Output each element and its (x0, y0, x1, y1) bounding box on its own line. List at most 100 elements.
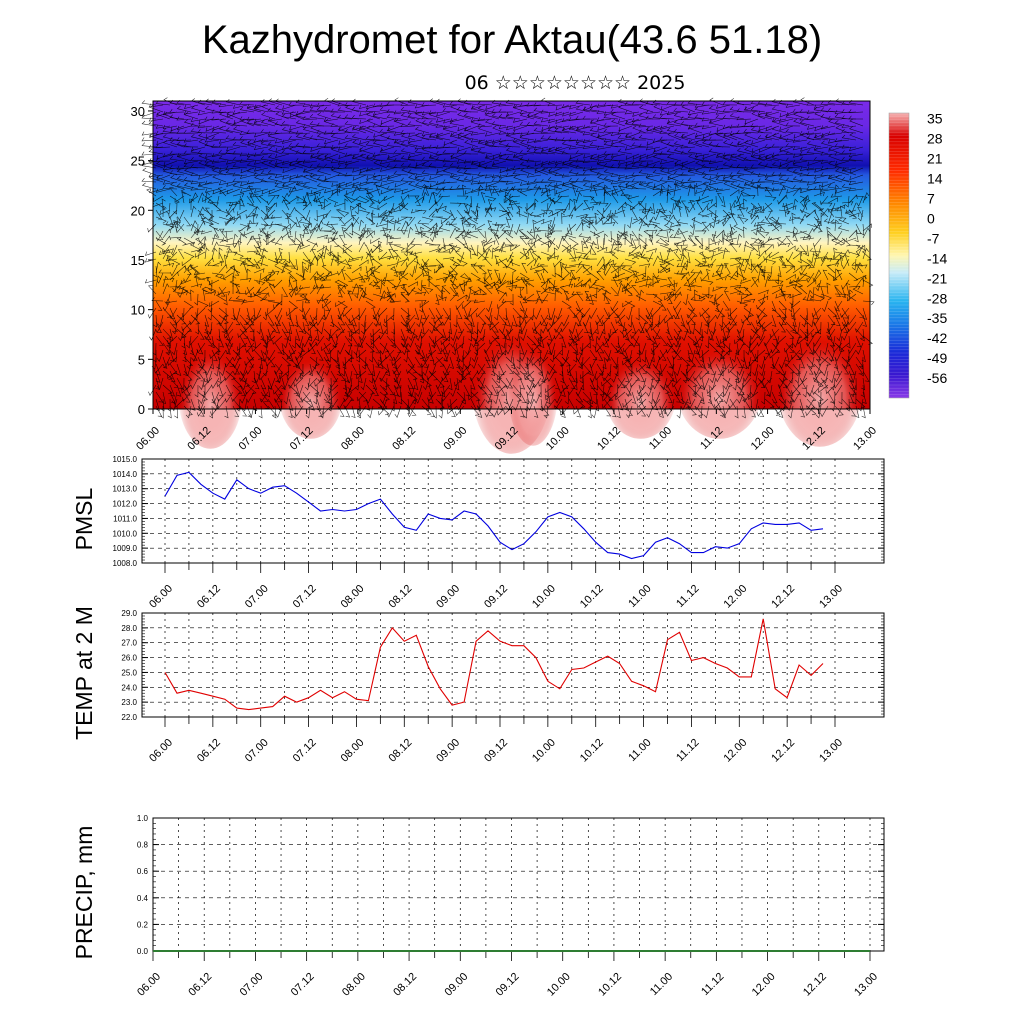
wind-barb (181, 384, 192, 394)
wind-barb (477, 377, 486, 389)
wind-barb (659, 349, 667, 361)
wind-barb (498, 124, 514, 129)
wind-barb (211, 233, 218, 246)
wind-barb (574, 328, 584, 340)
wind-barb (687, 279, 692, 292)
wind-barb (540, 240, 552, 246)
wind-barb (628, 363, 633, 377)
wind-barb (352, 139, 367, 148)
wind-barb (330, 251, 340, 261)
wind-barb (505, 143, 521, 148)
wind-barb (592, 281, 605, 288)
wind-barb (180, 377, 185, 391)
wind-barb (498, 377, 508, 388)
wind-barb (632, 153, 647, 160)
wind-barb (813, 293, 825, 301)
wind-barb (435, 171, 451, 176)
wind-barb (632, 125, 647, 134)
wind-barb (687, 114, 703, 120)
wind-barb (162, 153, 178, 158)
wind-barb (414, 148, 430, 155)
wind-barb (281, 286, 289, 297)
wind-barb (200, 230, 213, 235)
wind-barb (856, 195, 864, 207)
wind-barb (694, 135, 710, 141)
wind-barb (315, 328, 320, 342)
wind-barb (708, 209, 719, 219)
wind-barb (692, 384, 697, 398)
wind-barb (690, 223, 696, 236)
wind-barb (806, 109, 822, 114)
wind-barb (309, 223, 318, 234)
wind-barb (155, 335, 164, 346)
wind-barb (508, 193, 521, 198)
wind-barb (197, 300, 209, 308)
wind-barb (276, 370, 283, 384)
wind-barb (554, 184, 559, 197)
wind-barb (674, 195, 682, 208)
wind-barb (785, 177, 801, 183)
wind-barb (650, 321, 661, 331)
wind-barb (321, 202, 332, 210)
wind-barb (545, 230, 556, 238)
wind-barb (848, 229, 858, 239)
wind-barb (517, 286, 522, 299)
wind-barb (733, 224, 745, 232)
wind-barb (473, 291, 486, 296)
wind-barb (546, 251, 556, 262)
wind-barb (673, 240, 685, 246)
wind-barb (212, 174, 227, 183)
wind-barb (546, 391, 551, 405)
wind-barb (690, 281, 703, 288)
wind-barb (381, 272, 388, 285)
wind-barb (569, 125, 584, 134)
wind-barb (496, 384, 507, 394)
wind-barb (799, 265, 812, 270)
heatmap-y-tick-label: 20 (131, 203, 145, 218)
wind-barb (223, 328, 234, 339)
wind-barb (826, 321, 836, 333)
wind-barb (826, 282, 831, 295)
wind-barb (655, 370, 661, 384)
wind-barb (174, 195, 185, 203)
wind-barb (751, 277, 759, 288)
wind-barb (806, 279, 817, 288)
wind-barb (509, 279, 521, 285)
wind-barb (547, 226, 552, 239)
wind-barb (274, 129, 290, 134)
wind-barb (186, 335, 192, 349)
wind-barb (411, 287, 423, 295)
wind-barb (827, 233, 832, 246)
wind-barb (771, 143, 787, 148)
wind-barb (520, 140, 535, 148)
wind-barb (375, 185, 381, 197)
wind-barb (757, 222, 766, 232)
wind-barb (722, 247, 729, 260)
wind-barb (326, 349, 332, 363)
wind-barb (162, 356, 171, 369)
wind-barb (750, 237, 763, 244)
wind-barb (443, 349, 451, 363)
wind-barb (707, 356, 717, 368)
wind-barb (799, 130, 815, 135)
wind-barb (484, 248, 492, 260)
wind-barb (393, 203, 404, 211)
wind-barb (743, 128, 759, 134)
wind-barb (750, 405, 756, 418)
colorbar-label: 28 (927, 131, 943, 147)
wind-barb (352, 153, 367, 160)
wind-barb (561, 283, 574, 288)
wind-barb (543, 202, 549, 215)
wind-barb (652, 377, 661, 390)
wind-barb (559, 285, 570, 295)
wind-barb (706, 384, 717, 394)
wind-barb (162, 128, 178, 134)
wind-barb (519, 236, 528, 246)
wind-barb (820, 134, 836, 141)
wind-barb (645, 335, 656, 345)
wind-barb (546, 335, 556, 347)
wind-barb (659, 130, 675, 134)
wind-barb (545, 384, 556, 394)
wind-barb (428, 391, 434, 404)
wind-barb (359, 118, 374, 124)
